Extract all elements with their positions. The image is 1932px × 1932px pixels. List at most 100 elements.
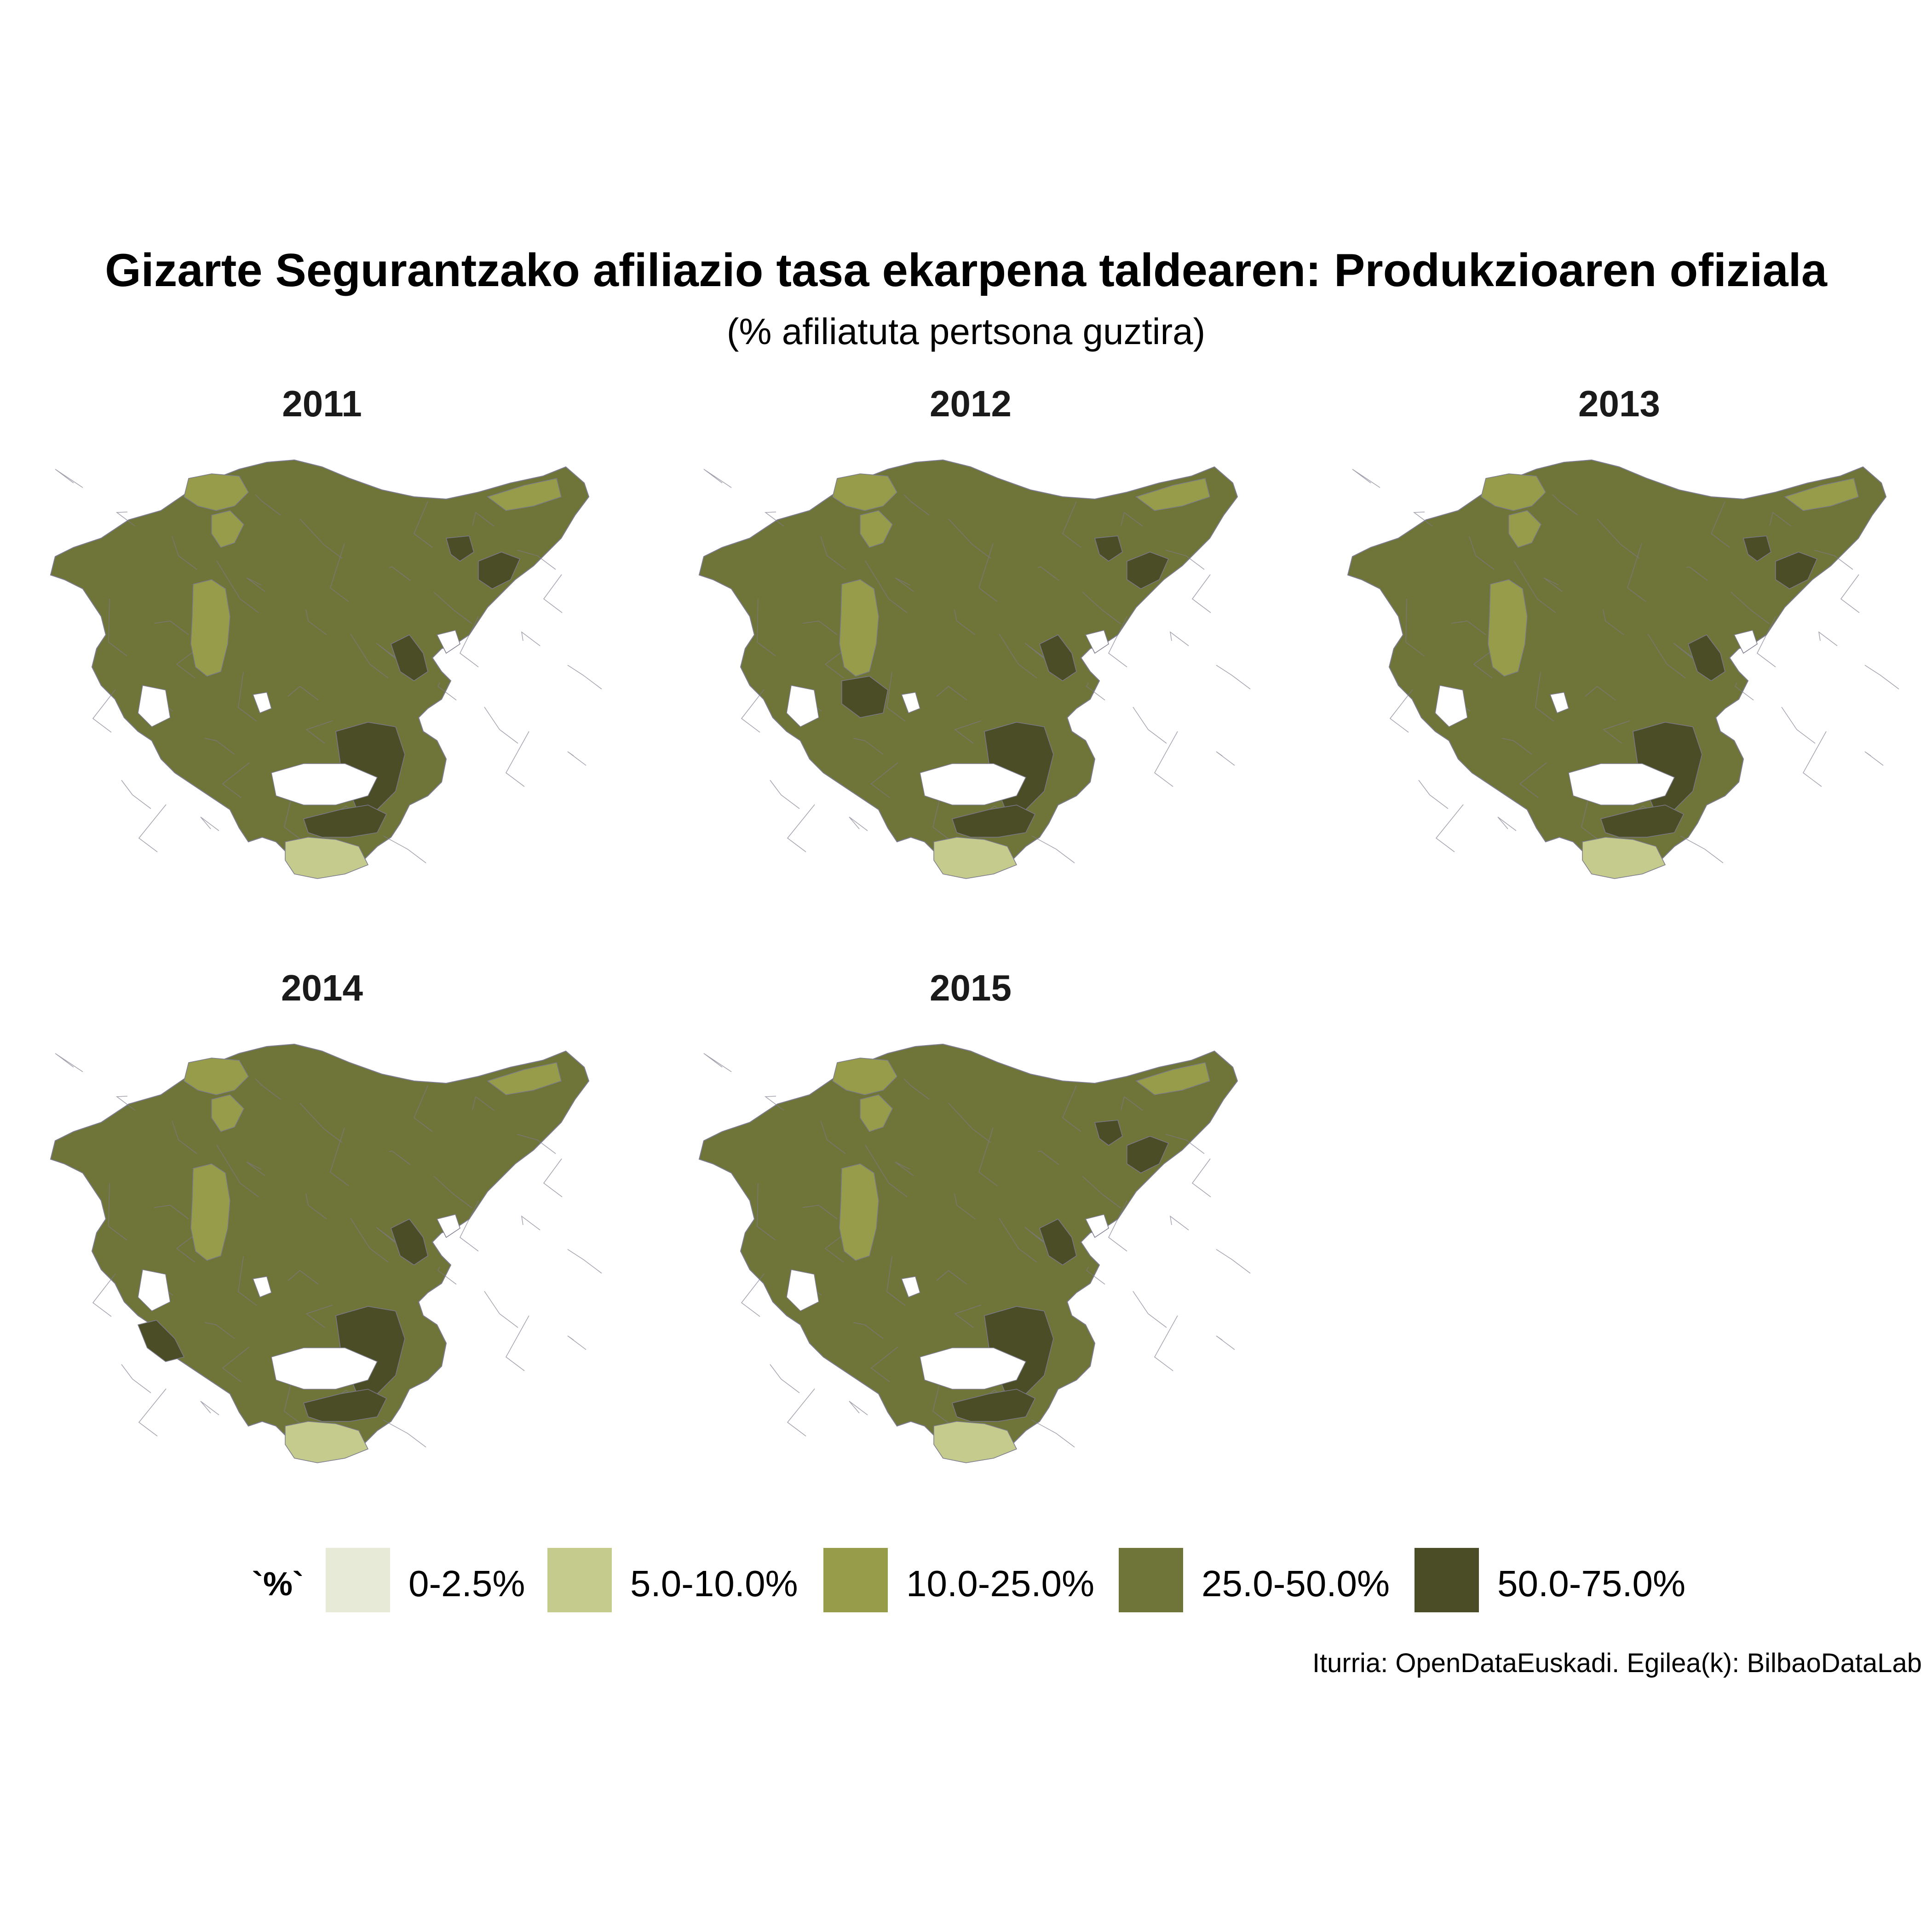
region-bilbao-north bbox=[832, 1058, 897, 1095]
region-alava-south bbox=[303, 805, 387, 838]
enclave-1 bbox=[1085, 630, 1109, 654]
enclave-1 bbox=[1085, 1214, 1109, 1238]
enclave-0 bbox=[786, 1269, 819, 1311]
enclave-1 bbox=[1733, 630, 1758, 654]
facet-title: 2011 bbox=[282, 383, 362, 424]
legend-swatch bbox=[823, 1548, 888, 1612]
region-gipuzkoa-north bbox=[1135, 1062, 1210, 1095]
enclave-2 bbox=[1568, 763, 1675, 805]
region-gipuzkoa-east bbox=[1094, 1120, 1169, 1173]
region-base bbox=[698, 1043, 1238, 1455]
region-bilbao-north bbox=[832, 473, 897, 511]
enclave-2 bbox=[920, 1347, 1027, 1390]
facet-title: 2015 bbox=[930, 967, 1012, 1008]
region-gipuzkoa-east bbox=[1743, 535, 1818, 589]
region-encartaciones bbox=[137, 1320, 185, 1362]
choropleth-map bbox=[1347, 459, 1899, 879]
region-bilbao-mid bbox=[1508, 510, 1541, 548]
enclave-2 bbox=[920, 763, 1027, 805]
region-gipuzkoa-north bbox=[1135, 478, 1210, 511]
facet-panel-2011: 2011 bbox=[0, 382, 644, 934]
municipality-borders bbox=[55, 1053, 602, 1448]
region-gipuzkoa-east bbox=[446, 535, 521, 589]
region-goierri bbox=[391, 634, 428, 681]
region-goierri bbox=[391, 1219, 428, 1265]
region-rioja-alavesa bbox=[285, 1421, 369, 1463]
region-bilbao bbox=[839, 1163, 879, 1261]
chart-title: Gizarte Segurantzako afiliazio tasa ekar… bbox=[105, 245, 1827, 296]
region-alava-south bbox=[303, 1389, 387, 1422]
region-base bbox=[1347, 459, 1887, 870]
facet-title: 2014 bbox=[281, 967, 363, 1008]
facet-panel-2013: 2013 bbox=[1297, 382, 1932, 934]
enclave-1 bbox=[436, 1214, 460, 1238]
region-alava-south bbox=[1600, 805, 1685, 838]
facet-panel-2012: 2012 bbox=[649, 382, 1293, 934]
enclave-0 bbox=[786, 685, 819, 727]
region-bilbao bbox=[1488, 579, 1528, 677]
facet-panel-2014: 2014 bbox=[0, 966, 644, 1518]
region-bilbao-mid bbox=[860, 1094, 893, 1132]
choropleth-map bbox=[698, 459, 1251, 879]
legend-title: `%` bbox=[252, 1566, 304, 1603]
enclave-3 bbox=[1549, 692, 1569, 713]
region-bilbao-north bbox=[184, 1058, 249, 1095]
legend-label: 10.0-25.0% bbox=[906, 1563, 1095, 1604]
legend-swatch bbox=[547, 1548, 612, 1612]
choropleth-map bbox=[50, 459, 602, 879]
legend-label: 0-2.5% bbox=[408, 1563, 525, 1604]
region-bilbao-mid bbox=[860, 510, 893, 548]
enclave-0 bbox=[1435, 685, 1468, 727]
region-base bbox=[50, 459, 590, 870]
municipality-borders bbox=[1352, 469, 1899, 863]
region-ayala-west bbox=[841, 676, 888, 718]
facet-panel-2015: 2015 bbox=[649, 966, 1293, 1518]
caption: Iturria: OpenDataEuskadi. Egilea(k): Bil… bbox=[1312, 1648, 1922, 1678]
municipality-borders bbox=[55, 469, 602, 863]
legend-swatch bbox=[1414, 1548, 1479, 1612]
chart-subtitle: (% afiliatuta pertsona guztira) bbox=[726, 311, 1206, 352]
legend-label: 50.0-75.0% bbox=[1497, 1563, 1686, 1604]
region-base bbox=[698, 459, 1238, 870]
region-bilbao bbox=[190, 579, 230, 677]
region-rioja-alavesa bbox=[285, 837, 369, 879]
region-base bbox=[50, 1043, 590, 1455]
region-rioja-alavesa bbox=[1582, 837, 1666, 879]
choropleth-map bbox=[698, 1043, 1251, 1463]
region-goierri bbox=[1039, 634, 1077, 681]
legend-label: 5.0-10.0% bbox=[630, 1563, 798, 1604]
region-bilbao-mid bbox=[211, 510, 244, 548]
enclave-2 bbox=[271, 763, 378, 805]
municipality-borders bbox=[703, 1053, 1251, 1448]
legend-swatch bbox=[326, 1548, 390, 1612]
region-bilbao bbox=[839, 579, 879, 677]
enclave-3 bbox=[252, 692, 272, 713]
enclave-1 bbox=[436, 630, 460, 654]
enclave-0 bbox=[138, 685, 171, 727]
legend-label: 25.0-50.0% bbox=[1202, 1563, 1390, 1604]
region-rioja-alavesa bbox=[933, 1421, 1018, 1463]
enclave-3 bbox=[901, 1276, 920, 1298]
municipality-borders bbox=[703, 469, 1251, 863]
region-bilbao-north bbox=[1481, 473, 1546, 511]
legend: `%` 0-2.5% 5.0-10.0% 10.0-25.0% 25.0-50.… bbox=[0, 1548, 1932, 1617]
facet-title: 2013 bbox=[1578, 383, 1660, 424]
enclave-3 bbox=[252, 1276, 272, 1298]
region-goierri bbox=[1039, 1219, 1077, 1265]
enclave-3 bbox=[901, 692, 920, 713]
facet-title: 2012 bbox=[930, 383, 1012, 424]
region-gipuzkoa-north bbox=[487, 1062, 562, 1095]
choropleth-map bbox=[50, 1043, 602, 1463]
region-bilbao bbox=[190, 1163, 230, 1261]
region-gipuzkoa-east bbox=[1094, 535, 1169, 589]
region-alava-south bbox=[952, 805, 1036, 838]
region-bilbao-mid bbox=[211, 1094, 244, 1132]
region-goierri bbox=[1688, 634, 1725, 681]
region-alava-south bbox=[952, 1389, 1036, 1422]
enclave-2 bbox=[271, 1347, 378, 1390]
enclave-0 bbox=[138, 1269, 171, 1311]
region-gipuzkoa-north bbox=[487, 478, 562, 511]
legend-swatch bbox=[1119, 1548, 1183, 1612]
region-bilbao-north bbox=[184, 473, 249, 511]
region-rioja-alavesa bbox=[933, 837, 1018, 879]
